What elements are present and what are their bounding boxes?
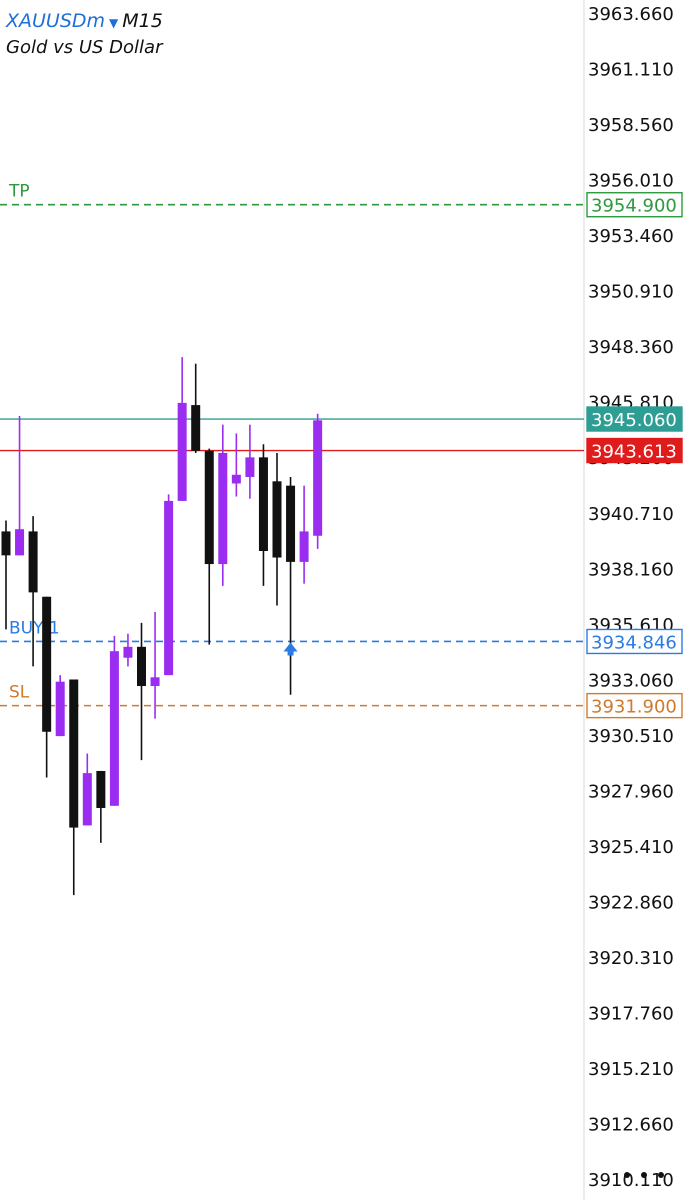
candle-body [28,531,38,593]
y-tick-label: 3910.110 [588,1170,674,1191]
y-tick-label: 3961.110 [588,59,674,80]
candle-body [82,773,92,826]
y-tick-label: 3915.210 [588,1059,674,1080]
candle-body [150,677,160,687]
y-tick-label: 3950.910 [588,282,674,303]
y-tick-label: 3948.360 [588,337,674,358]
svg-text:3931.900: 3931.900 [591,697,677,718]
level-label-tp: TP [8,182,30,202]
y-tick-label: 3963.660 [588,4,674,25]
candle-body [245,457,255,477]
candle-body [299,531,309,562]
y-tick-label: 3933.060 [588,670,674,691]
symbol-header[interactable]: XAUUSDm ▼ M15 [6,10,163,32]
price-tag-tp[interactable]: 3954.900 [586,192,683,218]
level-label-buy-1: BUY 1 [9,618,60,638]
candle-body [258,457,268,551]
svg-text:3945.060: 3945.060 [591,410,677,431]
price-tag-buy-1[interactable]: 3934.846 [586,628,683,655]
svg-text:3954.900: 3954.900 [591,196,677,217]
candle-body [313,420,323,536]
y-tick-label: 3925.410 [588,837,674,858]
price-tag-sl[interactable]: 3931.900 [586,692,683,719]
candle-body [123,646,133,658]
y-tick-label: 3940.710 [588,504,674,525]
y-tick-label: 3953.460 [588,226,674,247]
y-tick-label: 3938.160 [588,559,674,580]
y-tick-label: 3958.560 [588,115,674,136]
timeframe-label: M15 [122,10,163,32]
price-tag-ask[interactable]: 3943.613 [586,437,683,464]
y-tick-label: 3930.510 [588,726,674,747]
y-tick-label: 3912.660 [588,1115,674,1136]
dropdown-caret-icon[interactable]: ▼ [109,16,119,30]
symbol-description: Gold vs US Dollar [6,37,163,58]
y-tick-label: 3917.760 [588,1004,674,1025]
level-label-sl: SL [9,683,30,703]
candle-body [164,500,174,676]
candle-body [177,402,187,501]
svg-text:3943.613: 3943.613 [591,442,677,463]
candle-body [272,481,282,558]
buy-arrow-icon [283,642,298,656]
candle-body [218,452,228,565]
price-tag-bid[interactable]: 3945.060 [586,406,683,432]
symbol-name[interactable]: XAUUSDm [6,10,106,32]
candle-body [96,770,106,808]
candle-body [69,679,79,828]
candle-body [42,596,52,732]
more-dots-icon[interactable] [624,1162,664,1188]
candle-body [231,474,241,484]
candle-body [191,405,201,451]
svg-text:3934.846: 3934.846 [591,632,677,653]
y-tick-label: 3920.310 [588,948,674,969]
candle-body [109,651,119,806]
y-tick-label: 3922.860 [588,893,674,914]
candle-body [15,529,25,556]
candle-body [286,485,296,562]
y-tick-label: 3927.960 [588,781,674,802]
candle-body [55,681,65,737]
candle-body [137,646,146,687]
candle-body [1,531,11,556]
y-tick-label: 3956.010 [588,171,674,192]
candle-body [204,450,214,565]
